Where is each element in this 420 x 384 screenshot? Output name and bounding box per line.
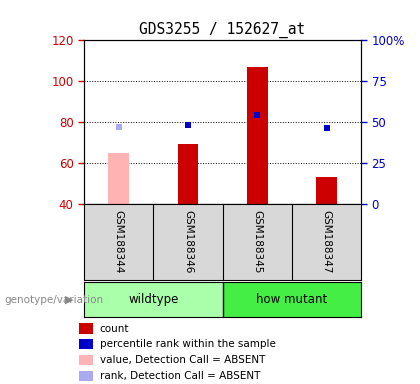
- Text: genotype/variation: genotype/variation: [4, 295, 103, 305]
- Bar: [79, 323, 93, 334]
- Text: GSM188344: GSM188344: [114, 210, 123, 273]
- Bar: [79, 355, 93, 365]
- Bar: [247, 67, 268, 204]
- Text: ▶: ▶: [65, 295, 73, 305]
- Bar: [84, 282, 223, 317]
- Text: count: count: [100, 324, 129, 334]
- Bar: [108, 152, 129, 204]
- Text: GSM188345: GSM188345: [252, 210, 262, 273]
- Text: rank, Detection Call = ABSENT: rank, Detection Call = ABSENT: [100, 371, 260, 381]
- Title: GDS3255 / 152627_at: GDS3255 / 152627_at: [139, 22, 306, 38]
- Text: GSM188347: GSM188347: [322, 210, 331, 273]
- Text: wildtype: wildtype: [128, 293, 178, 306]
- Text: GSM188346: GSM188346: [183, 210, 193, 273]
- Bar: [79, 371, 93, 381]
- Text: percentile rank within the sample: percentile rank within the sample: [100, 339, 276, 349]
- Bar: [223, 282, 361, 317]
- Bar: [316, 177, 337, 204]
- Text: value, Detection Call = ABSENT: value, Detection Call = ABSENT: [100, 355, 265, 365]
- Bar: [178, 144, 198, 204]
- Text: how mutant: how mutant: [256, 293, 328, 306]
- Bar: [79, 339, 93, 349]
